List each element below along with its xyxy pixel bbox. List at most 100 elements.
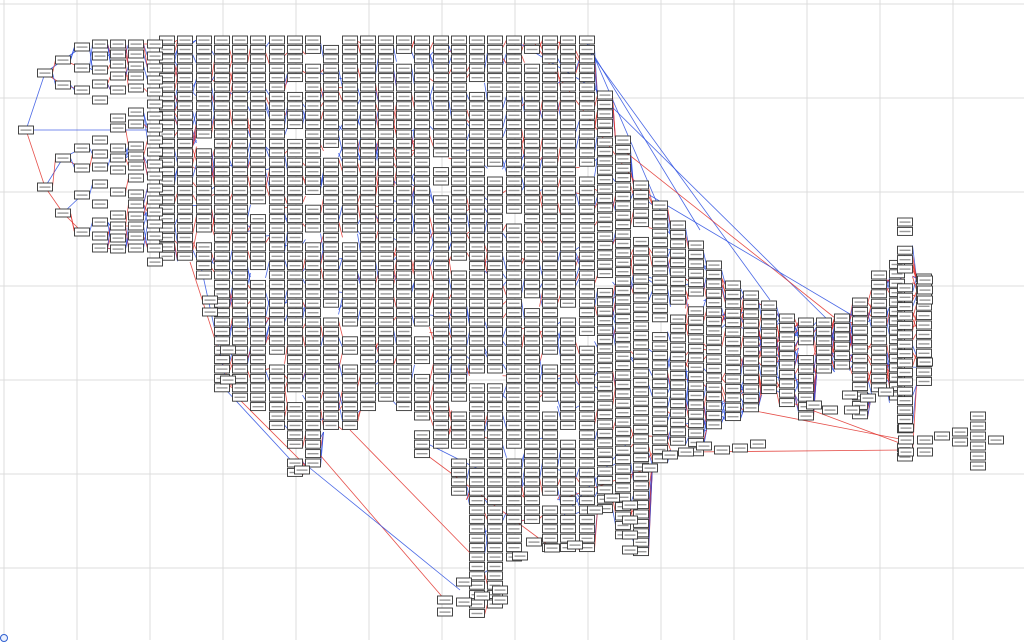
tree-node[interactable] (343, 337, 358, 345)
tree-node[interactable] (507, 196, 522, 204)
tree-node[interactable] (707, 421, 722, 429)
tree-node[interactable] (415, 36, 430, 44)
tree-node[interactable] (306, 36, 321, 44)
tree-node[interactable] (415, 356, 430, 364)
tree-node[interactable] (470, 403, 485, 411)
tree-node[interactable] (197, 74, 212, 82)
tree-node[interactable] (653, 304, 668, 312)
tree-node[interactable] (616, 418, 631, 426)
tree-node[interactable] (488, 393, 503, 401)
tree-node[interactable] (470, 121, 485, 129)
tree-node[interactable] (343, 196, 358, 204)
tree-node[interactable] (306, 139, 321, 147)
tree-node[interactable] (215, 384, 230, 392)
tree-node[interactable] (379, 356, 394, 364)
tree-node[interactable] (233, 243, 248, 251)
tree-node[interactable] (689, 354, 704, 362)
tree-node[interactable] (653, 417, 668, 425)
tree-node[interactable] (415, 45, 430, 53)
tree-node[interactable] (525, 506, 540, 514)
tree-node[interactable] (452, 384, 467, 392)
tree-node[interactable] (634, 331, 649, 339)
tree-node[interactable] (525, 64, 540, 72)
tree-node[interactable] (634, 341, 649, 349)
tree-node[interactable] (434, 139, 449, 147)
tree-node[interactable] (580, 111, 595, 119)
tree-node[interactable] (543, 374, 558, 382)
tree-node[interactable] (488, 468, 503, 476)
tree-node[interactable] (251, 252, 266, 260)
tree-node[interactable] (324, 262, 339, 270)
tree-node[interactable] (415, 384, 430, 392)
tree-node[interactable] (470, 553, 485, 561)
tree-node[interactable] (215, 36, 230, 44)
tree-node[interactable] (397, 158, 412, 166)
tree-node[interactable] (178, 74, 193, 82)
tree-node[interactable] (178, 121, 193, 129)
tree-node[interactable] (233, 158, 248, 166)
tree-node[interactable] (598, 147, 613, 155)
tree-node[interactable] (270, 196, 285, 204)
tree-node[interactable] (434, 403, 449, 411)
tree-node[interactable] (379, 158, 394, 166)
tree-node[interactable] (561, 384, 576, 392)
tree-node[interactable] (324, 177, 339, 185)
tree-node[interactable] (543, 158, 558, 166)
tree-node[interactable] (452, 468, 467, 476)
tree-node[interactable] (525, 337, 540, 345)
tree-node[interactable] (561, 64, 576, 72)
tree-node[interactable] (379, 327, 394, 335)
tree-node[interactable] (361, 262, 376, 270)
tree-node[interactable] (415, 111, 430, 119)
tree-node[interactable] (288, 365, 303, 373)
tree-node[interactable] (415, 412, 430, 420)
tree-node[interactable] (634, 275, 649, 283)
tree-node[interactable] (452, 374, 467, 382)
tree-node[interactable] (233, 365, 248, 373)
tree-node[interactable] (397, 262, 412, 270)
tree-node[interactable] (251, 233, 266, 241)
tree-node[interactable] (288, 186, 303, 194)
tree-node[interactable] (634, 435, 649, 443)
tree-node[interactable] (470, 609, 485, 617)
tree-node[interactable] (215, 196, 230, 204)
tree-node[interactable] (197, 243, 212, 251)
tree-node[interactable] (580, 393, 595, 401)
tree-node[interactable] (488, 102, 503, 110)
tree-node[interactable] (543, 280, 558, 288)
tree-node[interactable] (707, 308, 722, 316)
tree-node[interactable] (178, 130, 193, 138)
tree-node[interactable] (689, 250, 704, 258)
tree-node[interactable] (251, 158, 266, 166)
tree-node[interactable] (343, 309, 358, 317)
tree-node[interactable] (452, 233, 467, 241)
tree-node[interactable] (397, 186, 412, 194)
tree-node[interactable] (525, 224, 540, 232)
tree-node[interactable] (507, 45, 522, 53)
tree-node[interactable] (233, 327, 248, 335)
tree-node[interactable] (598, 467, 613, 475)
tree-node[interactable] (233, 130, 248, 138)
tree-node[interactable] (324, 346, 339, 354)
tree-node[interactable] (343, 83, 358, 91)
tree-node[interactable] (507, 431, 522, 439)
tree-node[interactable] (251, 168, 266, 176)
tree-node[interactable] (488, 562, 503, 570)
tree-node[interactable] (507, 487, 522, 495)
tree-node[interactable] (543, 468, 558, 476)
tree-node[interactable] (598, 298, 613, 306)
tree-node[interactable] (707, 374, 722, 382)
tree-node[interactable] (343, 299, 358, 307)
tree-node[interactable] (415, 393, 430, 401)
tree-node[interactable] (561, 111, 576, 119)
tree-node[interactable] (270, 337, 285, 345)
tree-node[interactable] (671, 249, 686, 257)
tree-node[interactable] (671, 409, 686, 417)
tree-node[interactable] (707, 336, 722, 344)
tree-node[interactable] (488, 450, 503, 458)
tree-node[interactable] (653, 314, 668, 322)
tree-node[interactable] (415, 233, 430, 241)
tree-node[interactable] (616, 409, 631, 417)
tree-node[interactable] (653, 267, 668, 275)
tree-node[interactable] (361, 290, 376, 298)
